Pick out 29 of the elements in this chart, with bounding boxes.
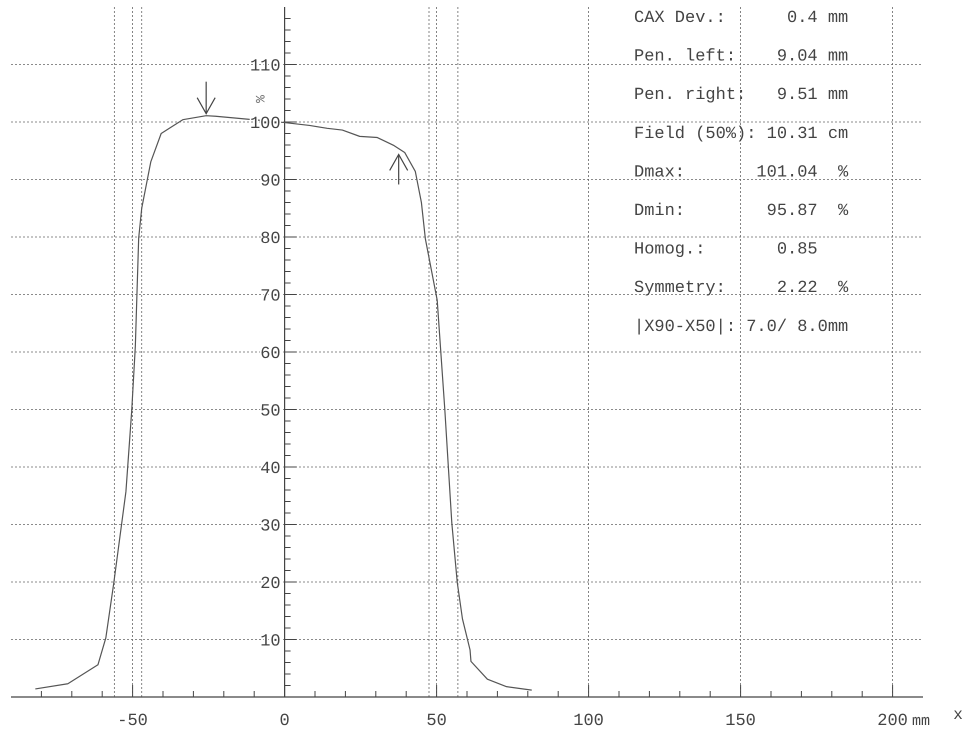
annotation: Pen. left: 9.04 mm <box>634 48 848 67</box>
annotation: |X90-X50|: 7.0/ 8.0mm <box>634 318 848 337</box>
annotation: CAX Dev.: 0.4 mm <box>634 9 848 28</box>
y-tick-label: 10 <box>260 632 281 652</box>
x-tick-label: 150 <box>725 712 756 731</box>
y-tick-label: 110 <box>250 58 281 76</box>
y-tick-label: 30 <box>260 518 281 536</box>
y-tick-label: 70 <box>260 288 281 306</box>
x-tick-label: 50 <box>426 712 447 731</box>
y-tick-label: 60 <box>260 345 281 364</box>
line-series <box>34 115 532 691</box>
x-axis-title: x <box>953 706 963 724</box>
x-tick-label: 200 <box>877 712 908 731</box>
y-tick-label: 20 <box>260 575 281 594</box>
x-tick-label: 0 <box>280 712 290 731</box>
annotation: Symmetry: 2.22 % <box>634 279 850 298</box>
x-tick-label: 100 <box>573 712 604 731</box>
y-axis-title: % <box>254 94 269 103</box>
y-tick-label: 80 <box>260 230 281 249</box>
text: mm <box>912 713 930 730</box>
annotation: Dmin: 95.87 % <box>634 202 850 221</box>
x-tick-label: -50 <box>117 712 148 731</box>
y-tick-label: 90 <box>260 172 281 192</box>
annotation: Field (50%): 10.31 cm <box>634 124 848 144</box>
annotation: Pen. right: 9.51 mm <box>634 86 848 106</box>
annotation: Dmax: 101.04 % <box>634 163 850 182</box>
y-tick-label: 40 <box>260 460 281 479</box>
annotation: Homog.: 0.85 <box>634 240 818 260</box>
y-tick-label: 50 <box>260 402 281 422</box>
